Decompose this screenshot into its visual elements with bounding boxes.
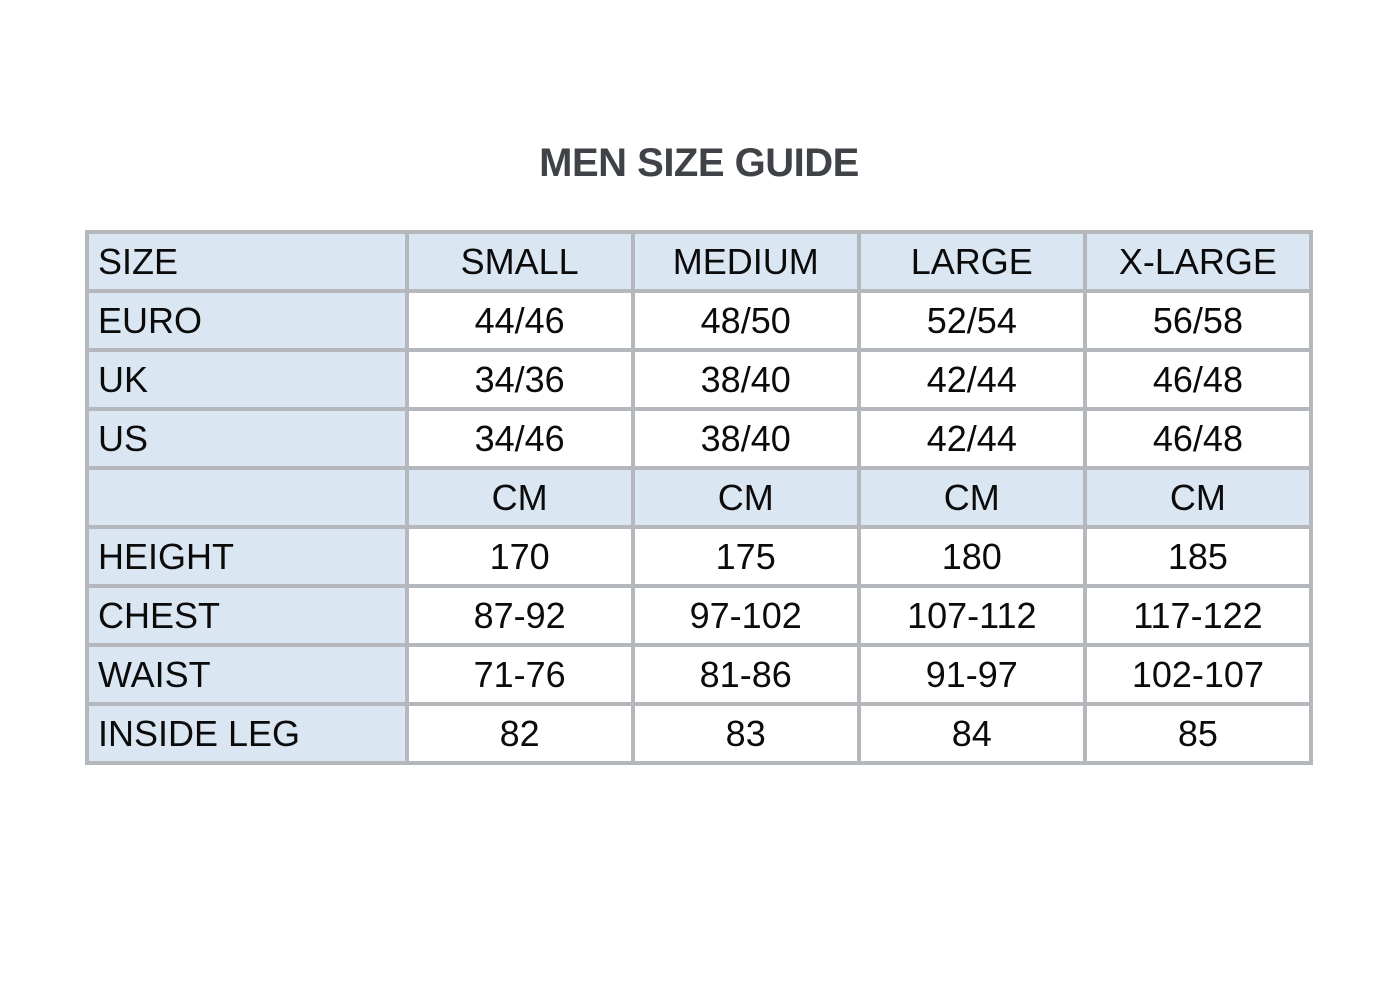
- row-label-euro: EURO: [87, 291, 407, 350]
- size-value-cell: 38/40: [632, 350, 859, 409]
- size-value-cell: 85: [1084, 704, 1311, 763]
- size-value-cell: 102-107: [1084, 645, 1311, 704]
- table-row-uk: UK 34/36 38/40 42/44 46/48: [87, 350, 1311, 409]
- table-row-chest: CHEST 87-92 97-102 107-112 117-122: [87, 586, 1311, 645]
- size-value-cell: 170: [406, 527, 633, 586]
- row-label-chest: CHEST: [87, 586, 407, 645]
- size-value-cell: 83: [632, 704, 859, 763]
- size-value-cell: 38/40: [632, 409, 859, 468]
- table-row-inside-leg: INSIDE LEG 82 83 84 85: [87, 704, 1311, 763]
- column-header-size: SIZE: [87, 232, 407, 291]
- size-value-cell: 56/58: [1084, 291, 1311, 350]
- table-row-units-cm: CM CM CM CM: [87, 468, 1311, 527]
- table-row-us: US 34/46 38/40 42/44 46/48: [87, 409, 1311, 468]
- size-value-cell: 91-97: [858, 645, 1085, 704]
- unit-cell-cm: CM: [632, 468, 859, 527]
- size-value-cell: 180: [858, 527, 1085, 586]
- size-value-cell: 82: [406, 704, 633, 763]
- size-value-cell: 81-86: [632, 645, 859, 704]
- column-header-small: SMALL: [406, 232, 633, 291]
- column-header-x-large: X-LARGE: [1084, 232, 1311, 291]
- size-value-cell: 34/46: [406, 409, 633, 468]
- unit-cell-cm: CM: [858, 468, 1085, 527]
- size-value-cell: 42/44: [858, 409, 1085, 468]
- size-value-cell: 34/36: [406, 350, 633, 409]
- size-value-cell: 44/46: [406, 291, 633, 350]
- size-value-cell: 185: [1084, 527, 1311, 586]
- column-header-medium: MEDIUM: [632, 232, 859, 291]
- row-label-inside-leg: INSIDE LEG: [87, 704, 407, 763]
- page-title: MEN SIZE GUIDE: [539, 141, 859, 185]
- column-header-large: LARGE: [858, 232, 1085, 291]
- size-value-cell: 117-122: [1084, 586, 1311, 645]
- men-size-guide-table: SIZE SMALL MEDIUM LARGE X-LARGE EURO 44/…: [85, 230, 1313, 765]
- size-guide-content: MEN SIZE GUIDE SIZE SMALL MEDIUM LARGE X…: [85, 140, 1313, 765]
- row-label-empty: [87, 468, 407, 527]
- size-value-cell: 84: [858, 704, 1085, 763]
- unit-cell-cm: CM: [406, 468, 633, 527]
- size-value-cell: 97-102: [632, 586, 859, 645]
- row-label-uk: UK: [87, 350, 407, 409]
- size-value-cell: 52/54: [858, 291, 1085, 350]
- row-label-waist: WAIST: [87, 645, 407, 704]
- size-value-cell: 48/50: [632, 291, 859, 350]
- size-value-cell: 87-92: [406, 586, 633, 645]
- table-row-waist: WAIST 71-76 81-86 91-97 102-107: [87, 645, 1311, 704]
- size-value-cell: 175: [632, 527, 859, 586]
- size-value-cell: 46/48: [1084, 350, 1311, 409]
- size-value-cell: 46/48: [1084, 409, 1311, 468]
- size-value-cell: 42/44: [858, 350, 1085, 409]
- table-header-row: SIZE SMALL MEDIUM LARGE X-LARGE: [87, 232, 1311, 291]
- row-label-us: US: [87, 409, 407, 468]
- row-label-height: HEIGHT: [87, 527, 407, 586]
- table-row-height: HEIGHT 170 175 180 185: [87, 527, 1311, 586]
- size-value-cell: 71-76: [406, 645, 633, 704]
- size-value-cell: 107-112: [858, 586, 1085, 645]
- unit-cell-cm: CM: [1084, 468, 1311, 527]
- table-row-euro: EURO 44/46 48/50 52/54 56/58: [87, 291, 1311, 350]
